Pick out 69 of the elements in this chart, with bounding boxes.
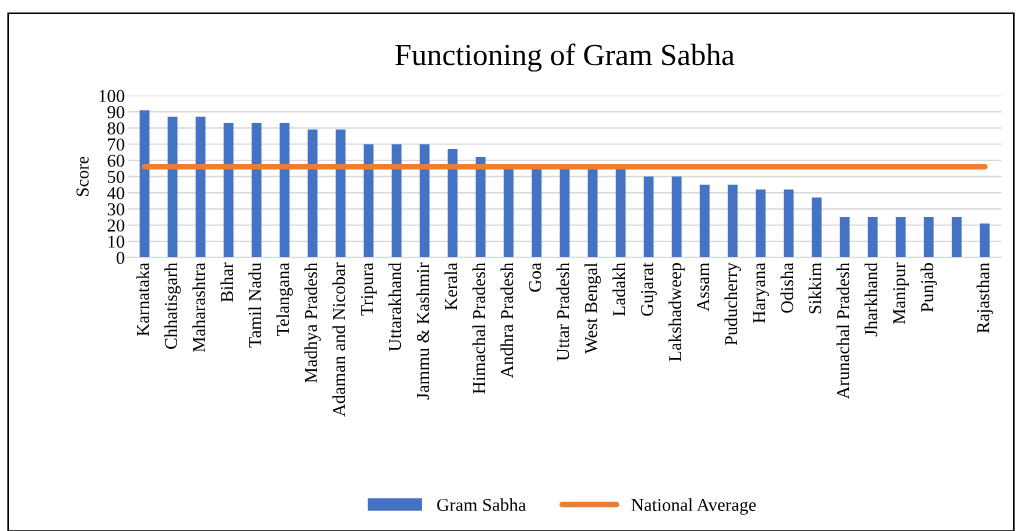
y-tick-label: 70	[108, 138, 125, 151]
x-tick-label: Haryana	[753, 262, 769, 324]
y-tick-label: 60	[107, 154, 125, 167]
bar	[531, 168, 542, 258]
bar	[923, 217, 934, 258]
y-tick-label: 50	[107, 170, 125, 183]
bar	[727, 184, 738, 258]
y-axis-title: Score	[76, 156, 89, 196]
x-tick-label: Jharkhand	[864, 262, 878, 337]
bar	[979, 223, 990, 258]
x-tick-label: Tamil Nadu	[248, 262, 262, 348]
bar	[811, 197, 822, 258]
x-tick-label: Karnataka	[136, 262, 150, 337]
bar	[419, 144, 430, 258]
bar	[615, 168, 626, 258]
x-tick-label: Tripura	[360, 262, 377, 316]
x-tick-label: Ladakh	[612, 262, 626, 317]
x-tick-label: Telangana	[276, 262, 293, 336]
x-tick-label: Assam	[697, 262, 710, 312]
y-tick-label: 80	[107, 122, 125, 135]
bar	[335, 129, 346, 258]
x-tick-label: Punjab	[920, 263, 937, 313]
x-tick-label: Jammu & Kashmir	[416, 262, 430, 400]
bar	[699, 184, 710, 258]
x-tick-label: Arunachal Pradesh	[836, 262, 850, 400]
x-tick-label: Bihar	[220, 262, 234, 302]
y-tick-label: 20	[107, 219, 125, 232]
x-tick-label: Manipur	[893, 262, 909, 325]
y-tick-label: 40	[107, 187, 125, 200]
x-tick-label: Adaman and Nicobar	[332, 262, 346, 417]
x-tick-label: Rajasthan	[976, 262, 993, 334]
bar	[503, 168, 514, 258]
x-tick-label: Uttarakhand	[388, 262, 402, 352]
bar	[559, 168, 570, 258]
x-tick-label: Goa	[529, 262, 542, 292]
bar	[895, 217, 906, 258]
bar	[755, 189, 766, 258]
y-tick-label: 0	[116, 251, 125, 264]
bar	[475, 157, 486, 258]
x-tick-label: Andhra Pradesh	[500, 262, 514, 379]
legend-label: Gram Sabha	[437, 498, 526, 512]
bar	[643, 176, 654, 258]
x-tick-label: Kerala	[444, 262, 458, 310]
bar	[867, 217, 878, 258]
bar	[839, 217, 850, 258]
x-tick-label: Lakshadweep	[668, 263, 685, 362]
x-tick-label: Gujarat	[641, 262, 657, 316]
x-tick-label: Madhya Pradesh	[304, 262, 321, 383]
x-tick-label: Sikkim	[808, 262, 822, 314]
y-tick-label: 90	[107, 106, 125, 119]
x-tick-label: Uttar Pradesh	[556, 262, 570, 361]
bar	[671, 176, 682, 258]
x-tick-label: Maharashtra	[192, 262, 206, 353]
x-tick-label: Odisha	[780, 262, 794, 313]
x-tick-label: Chhatisgarh	[164, 262, 181, 349]
bar	[783, 189, 794, 258]
y-tick-label: 10	[108, 235, 125, 248]
y-tick-label: 100	[99, 89, 125, 103]
chart-title: Functioning of Gram Sabha	[395, 43, 735, 72]
bar	[391, 144, 402, 258]
x-tick-label: West Bengal	[584, 262, 601, 354]
x-tick-label: Himachal Pradesh	[472, 262, 486, 394]
x-tick-label: Puducherry	[724, 262, 741, 346]
bar	[951, 217, 962, 258]
bar	[447, 149, 458, 258]
bar	[587, 168, 598, 258]
y-tick-label: 30	[107, 203, 125, 216]
legend-label: National Average	[631, 498, 756, 515]
bar	[363, 144, 374, 258]
